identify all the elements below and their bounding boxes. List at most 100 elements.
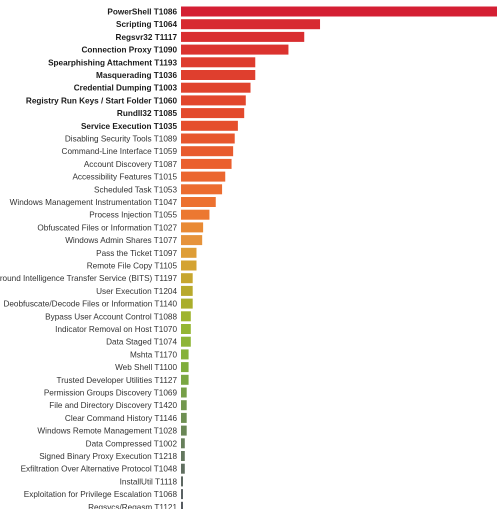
technique-id: T1069 — [154, 389, 178, 398]
technique-id: T1218 — [154, 452, 178, 461]
category-label: User Execution T1204 — [96, 287, 177, 296]
bar — [181, 311, 191, 322]
category-label: InstallUtil T1118 — [120, 477, 178, 486]
chart-bars — [181, 6, 497, 509]
technique-id: T1074 — [154, 338, 178, 347]
technique-id: T1064 — [154, 20, 178, 29]
technique-id: T1105 — [154, 262, 177, 271]
category-label: Trusted Developer Utilities T1127 — [57, 376, 178, 385]
category-labels: PowerShell T1086 Scripting T1064 Regsvr32 … — [0, 8, 177, 509]
bar — [181, 336, 191, 347]
bar — [181, 273, 193, 284]
category-label: Mshta T1170 — [130, 350, 177, 359]
category-label: Pass the Ticket T1097 — [96, 249, 177, 258]
technique-id: T1055 — [154, 211, 178, 220]
bar — [181, 197, 216, 207]
bar — [181, 501, 183, 509]
bar — [181, 235, 203, 246]
category-label: Deobfuscate/Decode Files or Information … — [3, 300, 177, 309]
bar — [181, 463, 185, 474]
technique-id: T1193 — [154, 58, 177, 67]
category-label: Command-Line Interface T1059 — [62, 147, 178, 156]
technique-id: T1048 — [154, 465, 178, 474]
technique-id: T1077 — [154, 236, 178, 245]
category-label: Regsvr32 T1117 — [116, 33, 178, 42]
bar — [181, 247, 197, 258]
category-label: Scheduled Task T1053 — [94, 185, 177, 194]
category-label: Background Intelligence Transfer Service… — [0, 274, 177, 283]
category-label: Indicator Removal on Host T1070 — [55, 325, 177, 334]
category-label: Obfuscated Files or Information T1027 — [37, 223, 177, 232]
bar — [181, 57, 256, 68]
technique-id: T1090 — [154, 46, 178, 55]
bar — [181, 19, 321, 30]
category-label: Scripting T1064 — [116, 20, 177, 29]
category-label: Disabling Security Tools T1089 — [65, 135, 178, 144]
bar — [181, 349, 189, 360]
bar — [181, 489, 183, 500]
technique-id: T1088 — [154, 312, 178, 321]
technique-id: T1036 — [154, 71, 178, 80]
technique-id: T1204 — [154, 287, 178, 296]
category-label: Account Discovery T1087 — [84, 160, 178, 169]
technique-id: T1117 — [155, 33, 178, 42]
bar — [181, 400, 187, 411]
category-label: Signed Binary Proxy Execution T1218 — [39, 452, 177, 461]
category-label: Data Compressed T1002 — [86, 439, 178, 448]
bar — [181, 451, 185, 461]
category-label: Service Execution T1035 — [81, 122, 177, 131]
bar — [181, 133, 235, 144]
technique-id: T1100 — [154, 363, 177, 372]
category-label: Connection Proxy T1090 — [81, 46, 177, 55]
category-label: Clear Command History T1146 — [65, 414, 178, 423]
bar — [181, 146, 234, 157]
category-label: Rundll32 T1085 — [117, 109, 178, 118]
bar — [181, 95, 246, 106]
bar — [181, 362, 189, 373]
bar — [181, 209, 210, 220]
category-label: Exfiltration Over Alternative Protocol T… — [21, 465, 178, 474]
bar — [181, 120, 238, 131]
bar — [181, 260, 197, 271]
technique-id: T1059 — [154, 147, 178, 156]
category-label: Credential Dumping T1003 — [74, 84, 178, 93]
technique-id: T1047 — [154, 198, 178, 207]
bar — [181, 387, 187, 398]
category-label: File and Directory Discovery T1420 — [49, 401, 177, 410]
bar — [181, 412, 187, 423]
technique-id: T1087 — [154, 160, 178, 169]
technique-id: T1089 — [154, 135, 178, 144]
technique-id: T1002 — [154, 439, 178, 448]
technique-id: T1028 — [154, 427, 178, 436]
bar — [181, 108, 245, 119]
bar — [181, 158, 232, 169]
technique-id: T1121 — [154, 503, 177, 509]
bar — [181, 438, 185, 449]
category-label: Remote File Copy T1105 — [87, 262, 178, 271]
bar — [181, 6, 497, 17]
technique-id: T1146 — [154, 414, 177, 423]
category-label: Accessibility Features T1015 — [72, 173, 177, 182]
category-label: Spearphishing Attachment T1193 — [48, 58, 177, 67]
category-label: Bypass User Account Control T1088 — [45, 312, 177, 321]
category-label: Data Staged T1074 — [106, 338, 177, 347]
category-label: Windows Management Instrumentation T1047 — [10, 198, 178, 207]
bar — [181, 70, 256, 80]
category-label: Masquerading T1036 — [96, 71, 177, 80]
technique-id: T1015 — [154, 173, 178, 182]
technique-id: T1003 — [154, 84, 178, 93]
bar — [181, 82, 251, 93]
category-label: Exploitation for Privilege Escalation T1… — [24, 490, 178, 499]
technique-id: T1053 — [154, 185, 178, 194]
category-label: Registry Run Keys / Start Folder T1060 — [26, 96, 178, 105]
technique-id: T1027 — [154, 223, 178, 232]
bar — [181, 31, 305, 42]
bar — [181, 298, 193, 309]
technique-id: T1097 — [154, 249, 178, 258]
technique-id: T1420 — [154, 401, 178, 410]
bar — [181, 222, 204, 233]
bar — [181, 374, 189, 385]
bar — [181, 184, 223, 195]
category-label: Windows Admin Shares T1077 — [65, 236, 177, 245]
